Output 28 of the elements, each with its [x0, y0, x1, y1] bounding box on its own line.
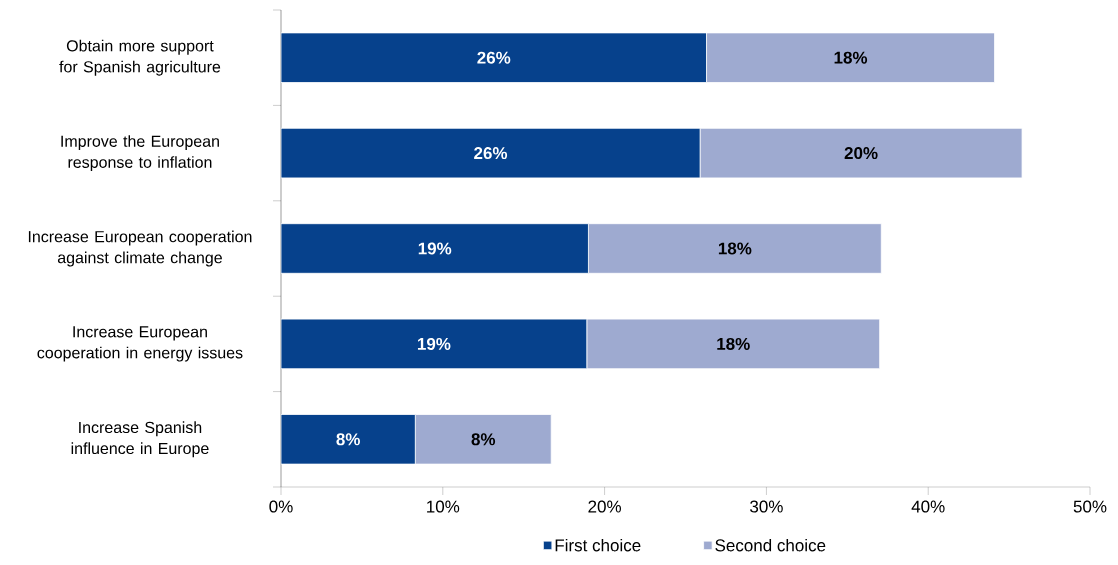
bar	[281, 414, 416, 465]
legend-label: Second choice	[715, 538, 826, 552]
x-tick-label: 40%	[911, 500, 945, 513]
x-tick-label: 20%	[588, 500, 621, 513]
bar	[281, 127, 701, 179]
y-tick-label: Increase Spanish influence in Europe	[71, 421, 209, 458]
y-tick-label: Increase European cooperation against climate change	[28, 230, 252, 267]
data-label: 20%	[844, 147, 878, 160]
data-label: 18%	[718, 242, 752, 255]
data-label: 19%	[418, 242, 452, 255]
data-label: 19%	[417, 337, 451, 350]
bar	[281, 318, 588, 370]
bar	[281, 32, 707, 83]
x-tick-label: 30%	[750, 500, 783, 513]
legend-label: First choice	[555, 538, 641, 552]
bar	[281, 223, 589, 274]
x-tick-label: 0%	[269, 500, 293, 513]
y-tick-label: Improve the European response to inflation	[61, 135, 219, 172]
data-label: 26%	[474, 147, 508, 160]
y-tick-label: Obtain more support for Spanish agriculture	[59, 39, 221, 76]
data-label: 18%	[717, 337, 750, 350]
y-tick-label: Increase European cooperation in energy issues	[37, 326, 243, 362]
data-label: 18%	[834, 51, 868, 64]
x-tick-label: 10%	[427, 500, 460, 513]
data-label: 26%	[477, 51, 511, 64]
data-label: 8%	[471, 433, 496, 446]
data-label: 8%	[336, 433, 360, 446]
x-tick-label: 50%	[1073, 500, 1107, 513]
